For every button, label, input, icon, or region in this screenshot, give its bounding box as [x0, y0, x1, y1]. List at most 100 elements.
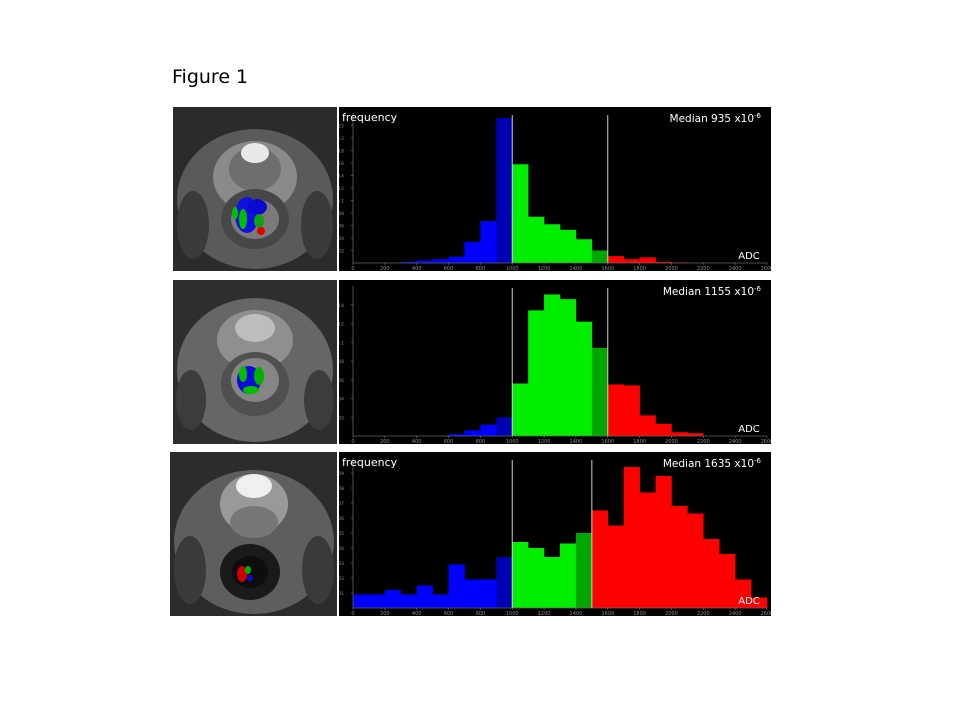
- y-tick-label: 0.1: [339, 340, 344, 346]
- x-tick-label: 0: [351, 439, 354, 444]
- histogram-bar: [639, 492, 656, 608]
- x-tick-label: 1400: [570, 439, 583, 444]
- x-tick-label: 800: [476, 611, 486, 616]
- histogram-bar: [575, 533, 593, 608]
- histogram-bar: [368, 594, 386, 608]
- x-tick-label: 1000: [506, 266, 519, 271]
- histogram-bar: [416, 585, 433, 608]
- x-tick-label: 2400: [729, 611, 742, 616]
- histogram-bar: [560, 543, 577, 608]
- median-annotation: Median 935 x10-6: [670, 112, 762, 125]
- histogram-bar: [464, 241, 481, 263]
- y-tick-label: 0.08: [339, 211, 344, 217]
- x-tick-label: 1400: [570, 266, 583, 271]
- x-tick-label: 1200: [538, 439, 551, 444]
- y-tick-label: 0.18: [339, 149, 344, 155]
- histogram-1: 0 200 400 600 800 1000 1200 1400 1600 1800 2000 220…: [339, 107, 771, 271]
- y-tick-label: 0.02: [339, 576, 344, 582]
- mri-scan-1: [173, 107, 337, 271]
- y-tick-label: 0.02: [339, 249, 344, 255]
- y-tick-label: 0.06: [339, 224, 344, 230]
- histogram-bar: [719, 554, 736, 608]
- histogram-bar: [496, 118, 513, 263]
- histogram-bar: [687, 513, 704, 608]
- histogram-bar: [639, 257, 656, 264]
- y-tick-label: 0.12: [339, 322, 344, 328]
- x-tick-label: 2000: [665, 611, 678, 616]
- y-tick-label: 0.04: [339, 546, 344, 552]
- histogram-bar: [480, 579, 497, 608]
- histogram-bar: [591, 347, 609, 437]
- histogram-bar: [464, 579, 481, 608]
- histogram-bar: [448, 564, 465, 608]
- y-tick-label: 0.03: [339, 561, 344, 567]
- median-exponent: -6: [754, 457, 762, 465]
- x-axis-label: ADC: [738, 424, 760, 435]
- y-axis-label: frequency: [342, 111, 398, 124]
- histogram-bar: [655, 476, 672, 608]
- x-tick-label: 600: [444, 266, 454, 271]
- histogram-bar: [512, 542, 529, 608]
- x-tick-label: 2200: [697, 266, 710, 271]
- y-tick-label: 0.04: [339, 397, 344, 403]
- x-tick-label: 600: [444, 611, 454, 616]
- median-annotation: Median 1155 x10-6: [663, 285, 762, 298]
- x-tick-label: 2000: [665, 439, 678, 444]
- histogram-bar: [591, 250, 609, 263]
- histogram-bar: [353, 594, 370, 608]
- histogram-bar: [512, 383, 529, 436]
- x-tick-label: 0: [351, 266, 354, 271]
- x-tick-label: 1600: [601, 439, 614, 444]
- histogram-bar: [544, 224, 561, 263]
- histogram-bar: [703, 539, 720, 608]
- histogram-bar: [400, 261, 417, 263]
- y-tick-label: 0.12: [339, 186, 344, 192]
- x-tick-label: 800: [476, 266, 486, 271]
- histogram-bar: [384, 590, 402, 608]
- x-tick-label: 1400: [570, 611, 583, 616]
- histogram-bar: [528, 310, 545, 437]
- x-tick-label: 400: [412, 611, 422, 616]
- y-tick-label: 0.08: [339, 359, 344, 365]
- histogram-bar: [575, 239, 593, 263]
- y-tick-label: 0.02: [339, 415, 344, 421]
- y-tick-label: 0.08: [339, 486, 344, 492]
- y-tick-label: 0.14: [339, 303, 344, 309]
- histogram-bar: [560, 299, 577, 437]
- histogram-2: 0 200 400 600 800 1000 1200 1400 1600 1800 2000 220…: [339, 280, 771, 444]
- histogram-bar: [480, 221, 497, 264]
- histogram-bar: [528, 548, 545, 608]
- x-tick-label: 400: [412, 266, 422, 271]
- y-tick-label: 0.1: [339, 199, 344, 205]
- histogram-bar: [416, 260, 433, 263]
- y-tick-label: 0.07: [339, 501, 344, 507]
- histogram-bar: [607, 525, 624, 608]
- x-tick-label: 1000: [506, 611, 519, 616]
- y-tick-label: 0.04: [339, 236, 344, 242]
- histogram-bar: [544, 557, 561, 608]
- x-axis-label: ADC: [738, 596, 760, 607]
- y-tick-label: 0.16: [339, 161, 344, 167]
- x-tick-label: 1600: [601, 266, 614, 271]
- figure-title: Figure 1: [172, 66, 249, 88]
- y-tick-label: 0.09: [339, 471, 344, 477]
- histogram-bar: [432, 259, 449, 263]
- y-axis-label: frequency: [342, 456, 398, 469]
- histogram-bar: [591, 510, 609, 608]
- histogram-bar: [432, 594, 449, 608]
- histogram-bar: [496, 557, 513, 608]
- mri-scan-3: [170, 452, 337, 616]
- y-tick-label: 0.05: [339, 531, 344, 537]
- x-tick-label: 1800: [633, 439, 646, 444]
- x-tick-label: 2400: [729, 439, 742, 444]
- histogram-bar: [400, 594, 417, 608]
- x-tick-label: 2200: [697, 611, 710, 616]
- histogram-bar: [671, 432, 688, 436]
- y-tick-label: 0.14: [339, 174, 344, 180]
- histogram-bar: [639, 415, 656, 437]
- x-tick-label: 1200: [538, 266, 551, 271]
- histogram-bar: [496, 417, 513, 436]
- histogram-bar: [607, 256, 624, 264]
- y-tick-label: 0.01: [339, 591, 344, 597]
- histogram-3: 0 200 400 600 800 1000 1200 1400 1600 1800 2000 220…: [339, 452, 771, 616]
